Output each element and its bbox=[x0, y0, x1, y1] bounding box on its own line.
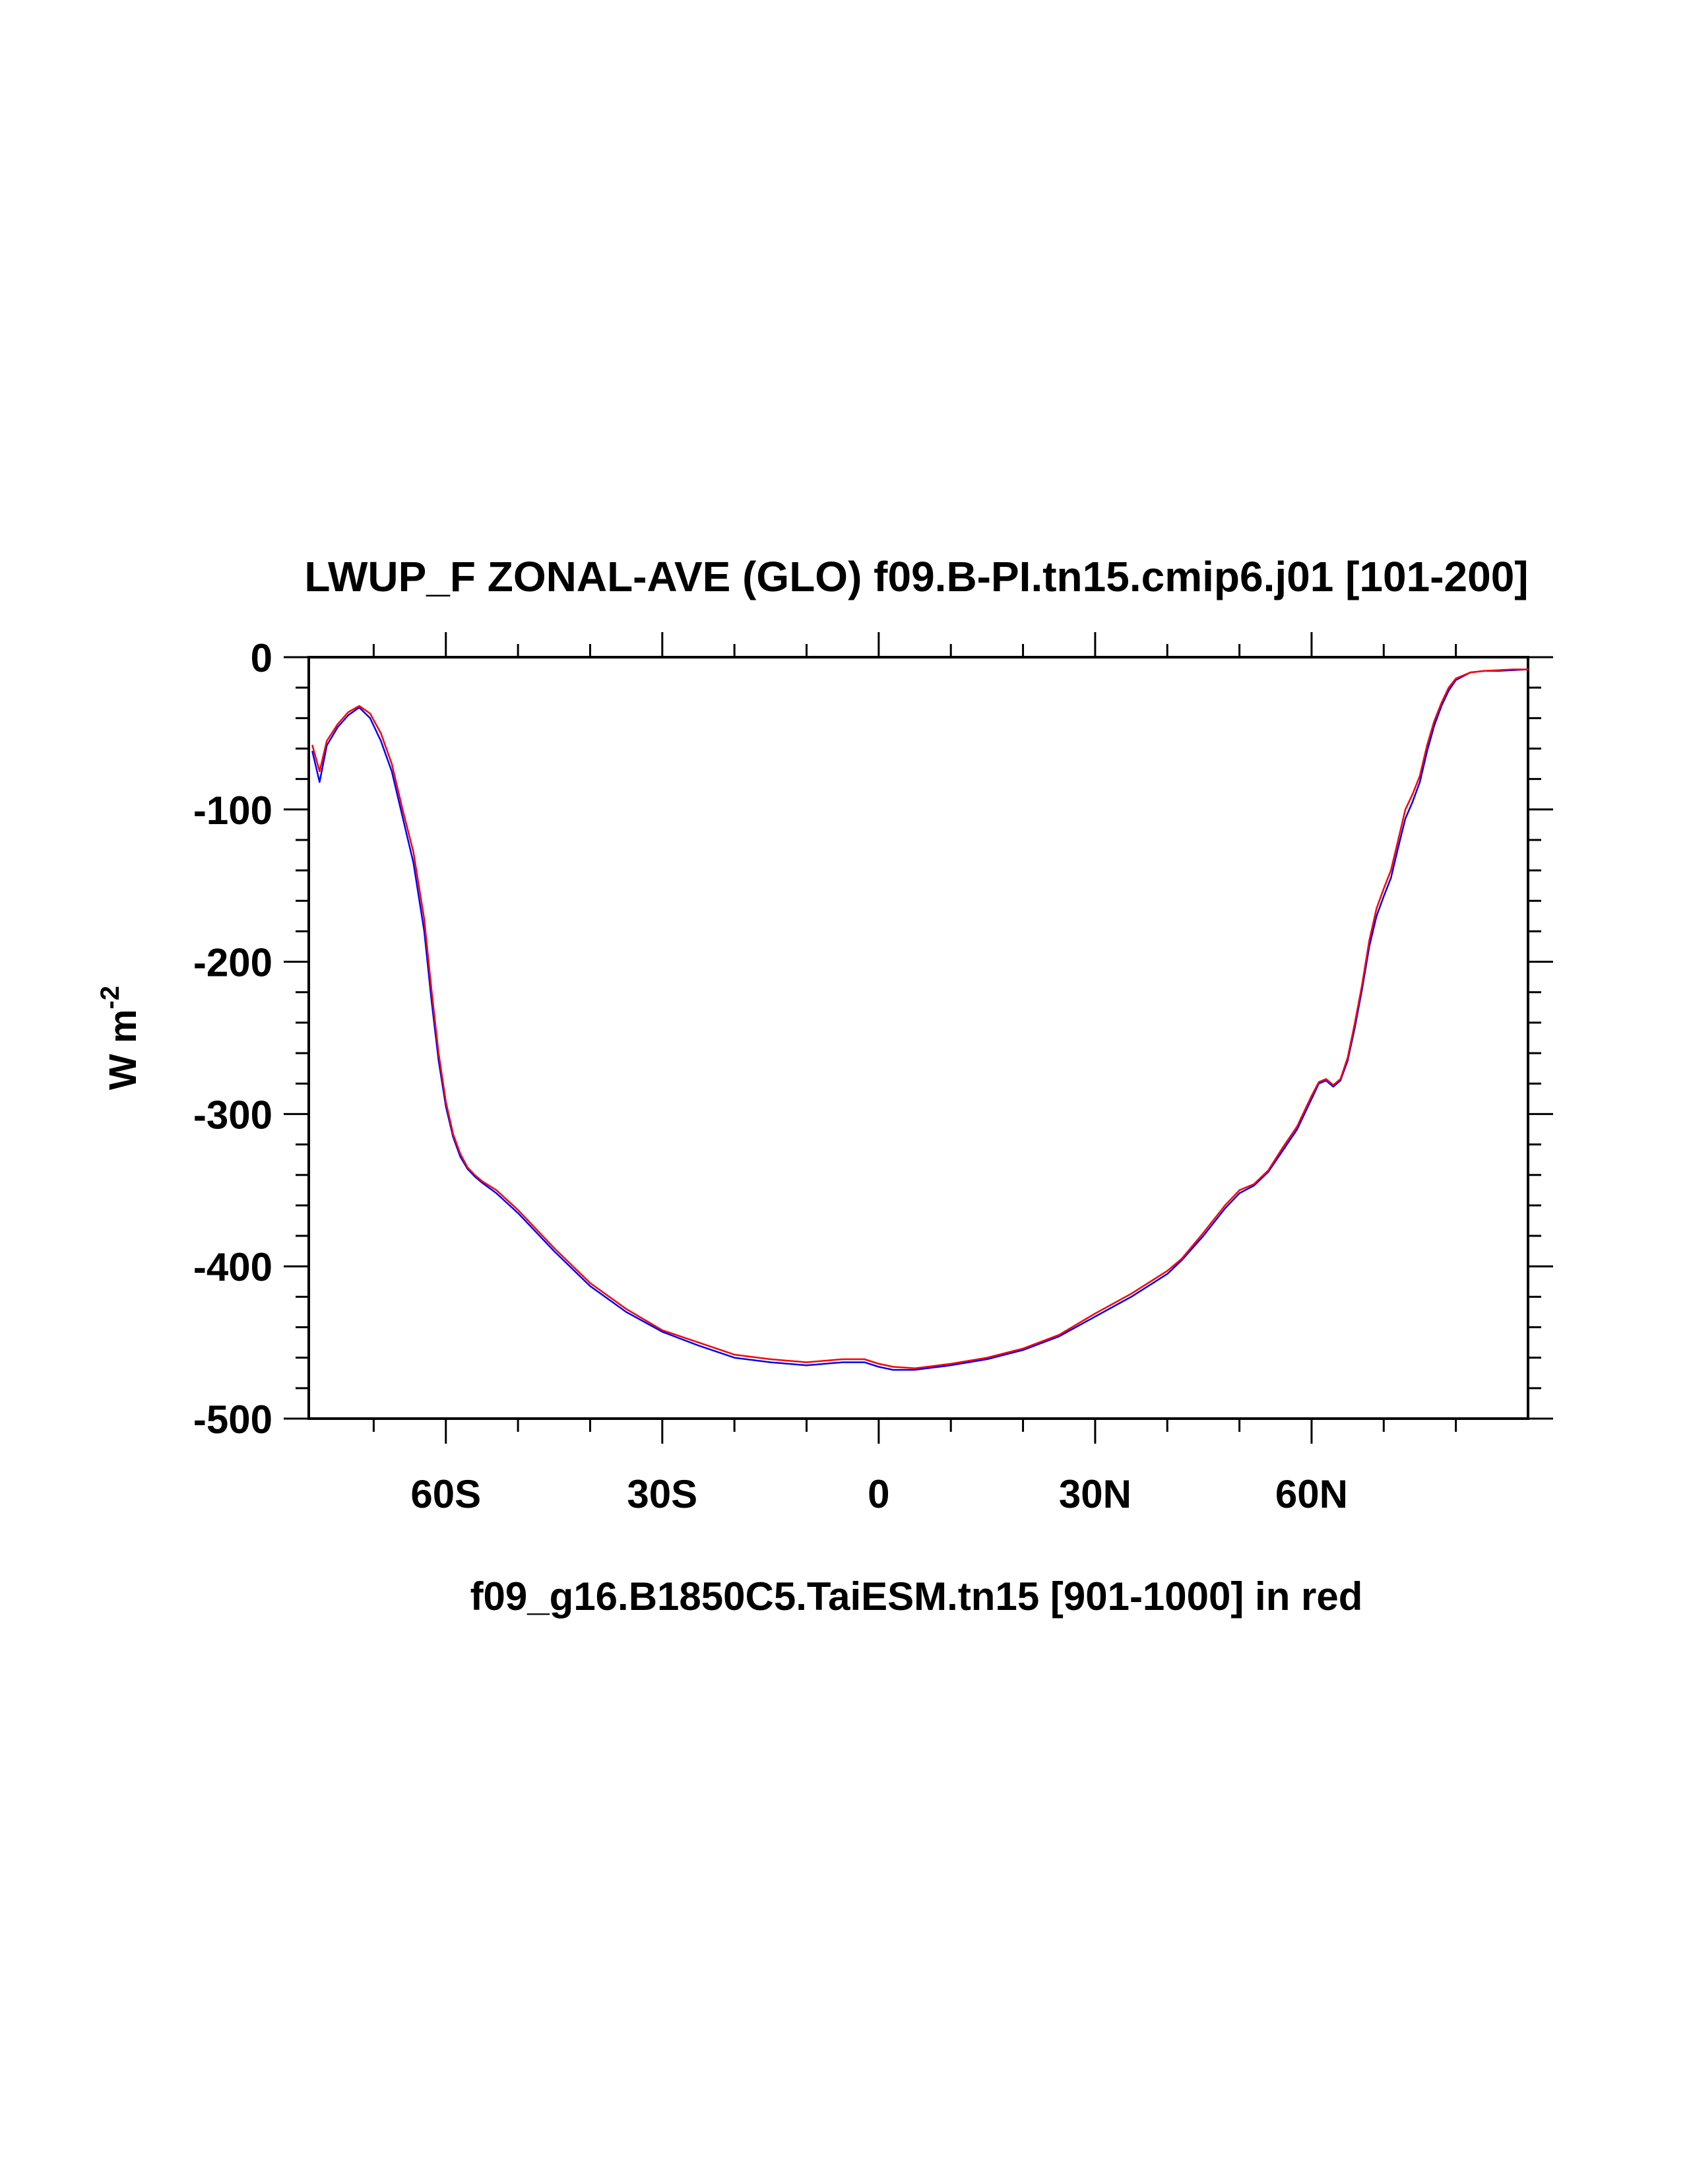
svg-text:W m-2: W m-2 bbox=[96, 986, 144, 1090]
x-tick-label: 30S bbox=[627, 1472, 697, 1516]
y-axis-label: W m bbox=[102, 1010, 144, 1090]
tick-labels-layer: 60S 30S 0 30N 60N 0 -100 -200 -300 -400 -500 bbox=[193, 636, 1348, 1516]
x-tick-label: 60S bbox=[410, 1472, 481, 1516]
y-tick-label: 0 bbox=[251, 636, 272, 680]
y-axis-label-superscript: -2 bbox=[96, 986, 125, 1010]
ticks-layer bbox=[284, 632, 1553, 1444]
chart-title: LWUP_F ZONAL-AVE (GLO) f09.B-PI.tn15.cmi… bbox=[304, 553, 1528, 600]
y-tick-label: -400 bbox=[193, 1245, 272, 1289]
y-axis-title: W m-2 bbox=[96, 986, 144, 1090]
x-tick-label: 60N bbox=[1275, 1472, 1348, 1516]
y-tick-label: -300 bbox=[193, 1093, 272, 1137]
y-tick-label: -100 bbox=[193, 788, 272, 833]
plot-border bbox=[307, 656, 1529, 1420]
y-tick-label: -200 bbox=[193, 941, 272, 985]
plot-frame bbox=[307, 656, 1529, 1420]
series-layer bbox=[311, 668, 1529, 1371]
series-line-2 bbox=[311, 668, 1529, 1370]
x-axis-title: f09_g16.B1850C5.TaiESM.tn15 [901-1000] i… bbox=[470, 1574, 1363, 1619]
x-tick-label: 0 bbox=[868, 1472, 889, 1516]
x-tick-label: 30N bbox=[1059, 1472, 1131, 1516]
series-line-1 bbox=[311, 668, 1529, 1371]
y-tick-label: -500 bbox=[193, 1397, 272, 1442]
